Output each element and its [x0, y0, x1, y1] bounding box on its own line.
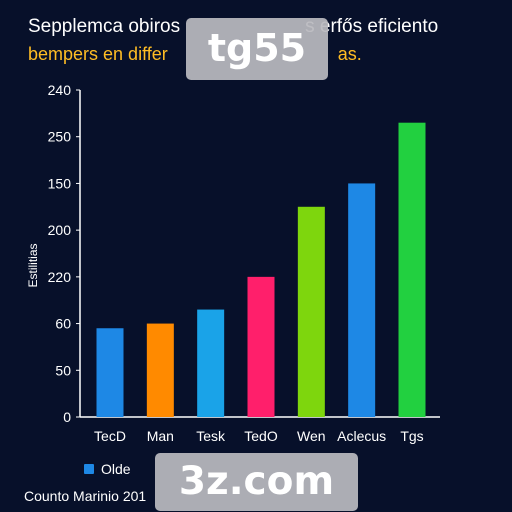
chart-subtitle: bempers en differ as. [28, 43, 498, 65]
x-tick-label: TecD [94, 428, 126, 444]
bar-4 [297, 206, 325, 417]
x-tick-label: Aclecus [337, 428, 386, 444]
legend: Olde [84, 460, 131, 478]
x-tick-label: Man [147, 428, 174, 444]
x-tick-label: Wen [297, 428, 326, 444]
legend-label: Olde [101, 461, 131, 477]
bar-0 [96, 328, 124, 417]
chart-subtitle-start: bempers en differ [28, 44, 168, 64]
y-tick-label: 50 [55, 362, 71, 378]
x-tick-label: Tgs [400, 428, 423, 444]
y-axis-label: Estilitias [26, 243, 40, 287]
y-tick-label: 200 [48, 222, 72, 238]
x-tick-label: TedO [244, 428, 278, 444]
watermark-top: tg55 [186, 18, 328, 80]
bar-3 [247, 276, 275, 417]
chart-title-end: s erfős eficiento [305, 16, 439, 37]
y-tick-label: 60 [55, 316, 71, 332]
legend-swatch [84, 464, 94, 474]
chart-subtitle-end: as. [337, 44, 362, 64]
y-tick-label: 250 [48, 129, 72, 145]
footer-note: Counto Marinio 201 [24, 488, 147, 504]
bar-6 [398, 122, 426, 417]
y-tick-label: 240 [48, 82, 72, 98]
y-tick-label: 220 [48, 269, 72, 285]
watermark-bottom: 3z.com [155, 453, 358, 511]
x-tick-label: Tesk [196, 428, 226, 444]
bar-1 [146, 323, 174, 417]
bar-5 [348, 183, 376, 417]
chart-title-start: Sepplemca obiros [28, 16, 181, 37]
y-tick-label: 150 [48, 175, 72, 191]
y-tick-label: 0 [63, 409, 71, 425]
bar-2 [197, 309, 225, 417]
chart-title: Sepplemca obiros s erfős eficiento [28, 16, 498, 38]
